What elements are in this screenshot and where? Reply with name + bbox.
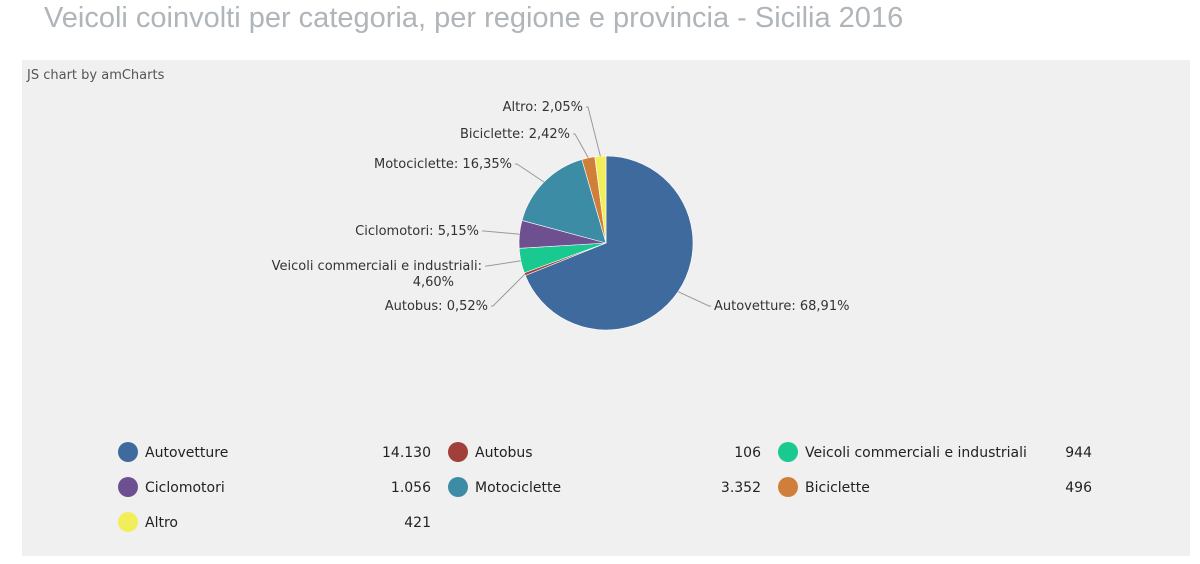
legend-value-veicoli-commerciali-e-industriali: 944 bbox=[1065, 445, 1092, 461]
legend-label-ciclomotori: Ciclomotori bbox=[145, 480, 225, 496]
legend-marker-biciclette[interactable] bbox=[778, 477, 798, 497]
page-title: Veicoli coinvolti per categoria, per reg… bbox=[44, 2, 904, 34]
legend-label-motociclette: Motociclette bbox=[475, 480, 561, 496]
legend-item-autobus[interactable]: Autobus 106 bbox=[448, 442, 761, 462]
legend-item-ciclomotori[interactable]: Ciclomotori 1.056 bbox=[118, 477, 431, 497]
pie-slice-labels: Autovetture: 68,91% Autobus: 0,52% Veicoli… bbox=[272, 100, 850, 314]
amcharts-credit-link[interactable]: JS chart by amCharts bbox=[27, 68, 165, 83]
legend-item-biciclette[interactable]: Biciclette 496 bbox=[778, 477, 1092, 497]
legend: Autovetture 14.130 Autobus 106 Veicoli comme… bbox=[118, 442, 1092, 532]
pie-slice-motociclette[interactable] bbox=[521, 159, 607, 244]
legend-item-altro[interactable]: Altro 421 bbox=[118, 512, 431, 532]
legend-label-altro: Altro bbox=[145, 515, 178, 531]
legend-marker-autobus[interactable] bbox=[448, 442, 468, 462]
legend-item-motociclette[interactable]: Motociclette 3.352 bbox=[448, 477, 761, 497]
legend-label-autovetture: Autovetture bbox=[145, 445, 228, 461]
leader-line-biciclette bbox=[573, 133, 589, 159]
legend-value-altro: 421 bbox=[404, 515, 431, 531]
legend-label-veicoli-commerciali-e-industriali: Veicoli commerciali e industriali bbox=[805, 445, 1027, 461]
legend-value-autovetture: 14.130 bbox=[382, 445, 431, 461]
legend-item-autovetture[interactable]: Autovetture 14.130 bbox=[118, 442, 431, 462]
slice-label-veicoli-commerciali-e-industriali: Veicoli commerciali e industriali: 4,60% bbox=[272, 259, 482, 290]
leader-line-autovetture bbox=[677, 291, 711, 307]
leader-line-motociclette bbox=[515, 163, 545, 183]
slice-label-biciclette: Biciclette: 2,42% bbox=[460, 127, 570, 142]
leader-line-ciclomotori bbox=[482, 230, 520, 235]
legend-value-autobus: 106 bbox=[734, 445, 761, 461]
legend-marker-veicoli-commerciali-e-industriali[interactable] bbox=[778, 442, 798, 462]
legend-value-biciclette: 496 bbox=[1065, 480, 1092, 496]
leader-line-veicoli-commerciali-e-industriali bbox=[485, 260, 521, 267]
legend-label-biciclette: Biciclette bbox=[805, 480, 870, 496]
legend-value-motociclette: 3.352 bbox=[721, 480, 761, 496]
slice-label-motociclette: Motociclette: 16,35% bbox=[374, 157, 512, 172]
legend-item-veicoli-commerciali-e-industriali[interactable]: Veicoli commerciali e industriali 944 bbox=[778, 442, 1092, 462]
legend-marker-autovetture[interactable] bbox=[118, 442, 138, 462]
slice-label-autobus: Autobus: 0,52% bbox=[385, 299, 488, 314]
legend-marker-altro[interactable] bbox=[118, 512, 138, 532]
legend-marker-motociclette[interactable] bbox=[448, 477, 468, 497]
slice-label-autovetture: Autovetture: 68,91% bbox=[714, 299, 849, 314]
chart-panel: JS chart by amCharts Autovetture: 68,91%… bbox=[22, 60, 1190, 556]
leader-line-altro bbox=[586, 106, 601, 157]
legend-label-autobus: Autobus bbox=[475, 445, 533, 461]
pie-slices bbox=[518, 155, 694, 331]
slice-label-ciclomotori: Ciclomotori: 5,15% bbox=[355, 224, 479, 239]
pie-leader-lines bbox=[482, 106, 711, 307]
pie-slice-autovetture[interactable] bbox=[524, 155, 694, 331]
leader-line-autobus bbox=[491, 273, 526, 307]
slice-label-altro: Altro: 2,05% bbox=[503, 100, 583, 115]
legend-value-ciclomotori: 1.056 bbox=[391, 480, 431, 496]
pie-chart: Autovetture: 68,91% Autobus: 0,52% Veicoli… bbox=[118, 100, 1092, 532]
legend-marker-ciclomotori[interactable] bbox=[118, 477, 138, 497]
